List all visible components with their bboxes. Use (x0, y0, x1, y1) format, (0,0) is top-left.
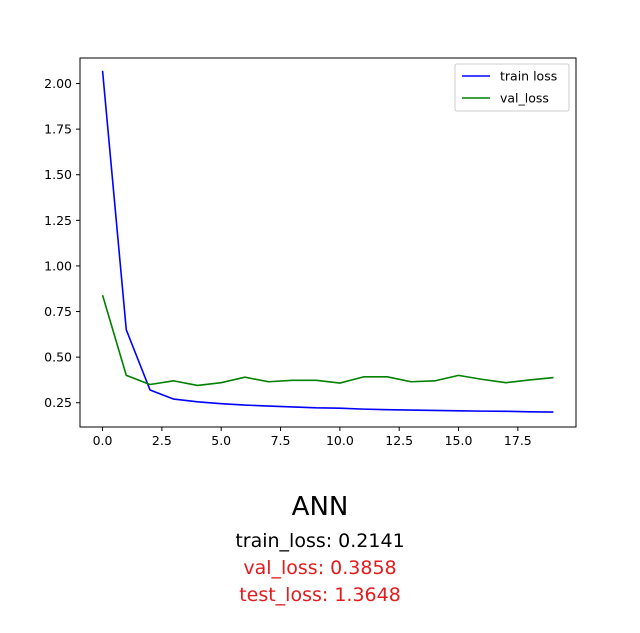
plot-area (79, 57, 577, 428)
x-tick-label: 17.5 (504, 433, 532, 448)
y-tick-label: 0.50 (44, 350, 72, 365)
test-loss-text: test_loss: 1.3648 (239, 584, 401, 606)
series-lines (101, 70, 554, 413)
series-line-train-loss (101, 70, 554, 413)
legend: train loss val_loss (454, 63, 570, 112)
x-tick-label: 0.0 (93, 433, 113, 448)
x-tick-label: 15.0 (445, 433, 473, 448)
y-tick-label: 0.25 (44, 395, 72, 410)
y-axis-ticks: 0.25 0.50 0.75 1.00 1.25 1.50 1.75 2.00 (44, 76, 80, 410)
y-tick-label: 2.00 (44, 76, 72, 91)
x-tick-label: 10.0 (326, 433, 354, 448)
y-tick-label: 1.75 (44, 122, 72, 137)
x-tick-label: 2.5 (152, 433, 172, 448)
loss-chart: 0.0 2.5 5.0 7.5 10.0 12.5 15.0 17.5 0.25 0.50 0.7… (44, 57, 577, 448)
val-loss-text: val_loss: 0.3858 (243, 557, 397, 579)
x-tick-label: 7.5 (271, 433, 291, 448)
y-tick-label: 0.75 (44, 304, 72, 319)
y-tick-label: 1.25 (44, 213, 72, 228)
x-axis-ticks: 0.0 2.5 5.0 7.5 10.0 12.5 15.0 17.5 (93, 427, 532, 448)
x-tick-label: 12.5 (385, 433, 413, 448)
legend-label-train-loss: train loss (500, 69, 557, 84)
train-loss-text: train_loss: 0.2141 (235, 530, 405, 552)
legend-label-val-loss: val_loss (500, 91, 549, 106)
series-line-val-loss (101, 294, 554, 387)
y-tick-label: 1.00 (44, 258, 72, 273)
x-tick-label: 5.0 (211, 433, 231, 448)
model-title: ANN (291, 492, 349, 522)
y-tick-label: 1.50 (44, 167, 72, 182)
